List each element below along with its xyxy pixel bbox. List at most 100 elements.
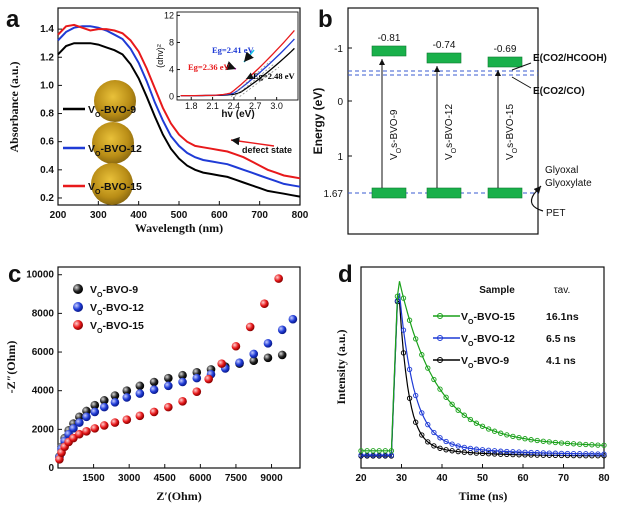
data-point [288,314,298,324]
legend-tau-value: 6.5 ns [546,333,576,345]
data-point [192,387,202,396]
decay-point [510,433,516,440]
product-glyoxal: Glyoxal [545,165,578,176]
decay-point [425,365,431,371]
decay-point [595,442,601,448]
x-tick-label: 4500 [154,473,177,484]
diagram-frame [347,7,539,235]
y-tick-label: 1.0 [40,80,54,91]
x-tick-label: 800 [292,210,309,221]
y-tick-label: 1 [337,152,343,163]
data-point [178,397,187,406]
inset-x-tick-label: 2.1 [206,101,219,111]
decay-point [443,394,449,400]
potential-label-hcooh: E(CO2/HCOOH) [533,53,607,64]
data-point [99,402,109,412]
inset-y-tick-label: 12 [164,10,174,20]
data-point [277,350,287,360]
data-point [135,411,145,421]
inset-x-tick-label: 2.7 [249,101,262,111]
decay-point [443,447,449,453]
decay-point [540,450,546,456]
data-point [274,274,283,283]
panel-c-nyquist-chart: 1500 3000 4500 6000 7500 9000 0 2000 4000 6000 800… [4,266,301,503]
panel-a-uv-vis-chart: 200 300 400 500 600 700 800 0.2 0.4 0.6 0.8 1.0 1.2 1… [7,7,309,235]
decay-point [437,386,443,392]
decay-point [498,448,504,454]
data-point [277,325,287,335]
inset-y-tick-label: 8 [169,37,174,47]
data-point [231,341,241,351]
legend-label: VO-BVO-15 [88,181,142,196]
decay-point [491,428,498,434]
data-point [82,426,91,436]
legend-marker [437,335,443,341]
decay-point [419,352,425,358]
decay-point [364,448,370,454]
inset-x-tick-label: 3.0 [270,101,283,111]
legend-marker [437,357,443,363]
x-tick-label: 600 [211,210,228,221]
decay-point [473,446,480,452]
data-point [99,421,109,430]
data-point [69,424,78,433]
decay-point [413,419,419,425]
decay-point [485,426,492,432]
eg-label-bvo15: Eg=2.36 eV [188,62,231,72]
data-point [260,299,269,309]
legend-label: VO-BVO-9 [88,104,136,119]
data-point [235,358,244,367]
decay-point [564,450,571,457]
data-point [245,322,255,332]
y-tick-label: 10000 [26,270,54,281]
data-point [249,349,259,359]
legend-label: VO-BVO-15 [90,320,144,335]
decay-point [583,441,589,448]
decay-point [400,327,407,333]
y-tick-label: 4000 [32,386,55,397]
y-tick-label: 6000 [32,347,55,358]
decay-point [370,448,376,454]
panel-label-c: c [8,261,21,288]
eg-label-bvo12: Eg=2.41 eV [212,45,255,55]
inset-x-tick-label: 2.4 [228,101,241,111]
series-line-bvo-12 [57,25,301,188]
inset-tangent [234,63,275,97]
data-point [204,374,213,384]
legend-marker [437,313,443,319]
data-point [263,339,273,348]
decay-point [431,429,437,436]
x-tick-label: 40 [436,473,448,484]
data-point [75,429,84,439]
sample-photo-disk [94,80,136,122]
decay-point [485,447,492,453]
tauc-plot-inset: 1.8 2.1 2.4 2.7 3.0 0 4 8 12 hv (eV) (αhv)² Eg=2… [155,10,299,120]
y-tick-label: -1 [334,44,343,55]
eg-arrow [243,49,255,63]
x-tick-label: 70 [558,473,570,484]
defect-annotation: defect state [242,145,292,155]
decay-point [570,450,577,457]
data-point [164,402,173,412]
y-tick-label: 0.8 [40,109,54,120]
decay-point [479,450,486,457]
decay-point [516,434,522,441]
legend-label: VO-BVO-12 [461,333,515,348]
legend-tau-value: 4.1 ns [546,355,576,367]
data-point [178,377,187,387]
decay-point [528,449,534,456]
decay-point [419,410,425,416]
data-point [122,415,132,424]
data-point [90,424,100,433]
legend-marker [73,320,83,330]
decay-point [388,448,395,454]
decay-point [467,416,474,423]
data-point [55,455,64,464]
inset-tangent [239,66,280,97]
x-tick-label: 3000 [118,473,141,484]
decay-point [564,440,571,447]
y-axis-label: Intensity (a.u.) [334,329,348,404]
decay-point [455,407,461,413]
decay-point [358,448,364,454]
data-point [178,370,187,380]
